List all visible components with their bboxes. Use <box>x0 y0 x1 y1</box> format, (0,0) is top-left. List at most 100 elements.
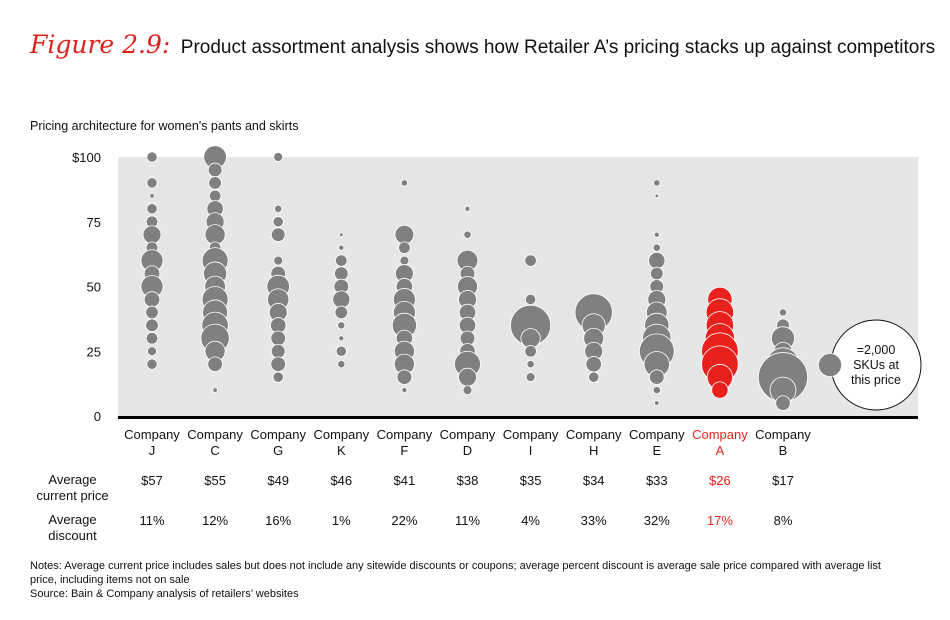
chart-subtitle: Pricing architecture for women's pants a… <box>30 119 299 133</box>
bubble <box>334 305 349 320</box>
company-label: J <box>149 443 156 458</box>
legend-text: =2,000 <box>857 343 896 357</box>
bubble <box>272 371 284 383</box>
bubble-column <box>757 308 809 411</box>
company-labels: CompanyJCompanyCCompanyGCompanyKCompanyF… <box>124 427 811 458</box>
bubble-column <box>140 151 164 370</box>
bubble <box>711 381 729 399</box>
bubble <box>394 224 415 245</box>
avg-price-value: $17 <box>772 473 794 488</box>
bubble <box>270 343 286 359</box>
bubble <box>337 321 346 330</box>
bubble <box>524 345 537 358</box>
bubble <box>146 358 158 370</box>
bubble <box>396 369 413 385</box>
company-label: Company <box>187 427 243 442</box>
avg-discount-value: 17% <box>707 513 733 528</box>
avg-discount-value: 16% <box>265 513 291 528</box>
bubble <box>208 176 222 190</box>
bubble <box>650 266 664 281</box>
legend-bubble <box>818 352 843 377</box>
bubble-column <box>266 152 290 383</box>
avg-discount-row-label: Average discount <box>48 512 97 543</box>
bubble-column <box>510 254 552 383</box>
bubble <box>464 205 471 212</box>
company-label: G <box>273 443 283 458</box>
bubble <box>525 293 537 306</box>
bubble <box>207 162 223 178</box>
bubble <box>272 216 284 228</box>
avg-price-value: $35 <box>520 473 542 488</box>
bubble <box>526 360 535 369</box>
bubble <box>273 255 284 266</box>
bubble <box>585 356 602 373</box>
bubble <box>462 385 473 395</box>
legend-text: SKUs at <box>853 358 899 372</box>
source-note: Source: Bain & Company analysis of retai… <box>30 588 299 600</box>
y-tick-label: 75 <box>87 215 101 230</box>
company-label: H <box>589 443 598 458</box>
bubble <box>338 335 345 342</box>
bubble <box>775 395 791 411</box>
bubble <box>652 243 661 252</box>
legend-text: this price <box>851 373 901 387</box>
y-axis-ticks: $100 75 50 25 0 <box>72 150 101 424</box>
company-label: Company <box>629 427 685 442</box>
avg-discount-value: 11% <box>139 513 164 528</box>
avg-price-value: $46 <box>330 473 352 488</box>
bubble <box>338 244 345 251</box>
company-label: Company <box>377 427 433 442</box>
bubble <box>652 386 661 395</box>
bubble <box>653 179 661 187</box>
avg-discount-value: 11% <box>455 513 480 528</box>
bubble <box>145 332 159 345</box>
company-label: Company <box>440 427 496 442</box>
bubble <box>273 152 284 162</box>
company-label: Company <box>250 427 306 442</box>
bubble <box>270 356 286 372</box>
bubble <box>335 345 347 357</box>
avg-price-value: $49 <box>267 473 289 488</box>
bubble <box>654 400 660 406</box>
bubble <box>147 346 157 357</box>
bubble <box>145 305 159 320</box>
avg-discount-value: 32% <box>644 513 670 528</box>
bubble <box>401 387 408 394</box>
bubble <box>399 255 410 266</box>
bubble <box>145 318 159 333</box>
bubble-column <box>638 179 675 406</box>
company-label: A <box>716 443 725 458</box>
company-label: B <box>779 443 788 458</box>
avg-price-value: $57 <box>141 473 163 488</box>
bubble-column <box>701 286 739 399</box>
avg-discount-values: 11% 12% 16% 1% 22% 11% 4% 33% 32% 17% 8% <box>139 513 792 528</box>
bubble <box>208 189 222 203</box>
bubble <box>524 254 537 267</box>
bubble <box>648 251 666 270</box>
bubble <box>463 230 472 239</box>
bubble <box>335 254 348 267</box>
company-label: Company <box>313 427 369 442</box>
figure-heading: Figure 2.9: Product assortment analysis … <box>30 30 935 59</box>
bubble-column <box>391 179 417 394</box>
bubble <box>146 151 158 163</box>
company-label: Company <box>503 427 559 442</box>
avg-price-row-label: Average current price <box>36 472 109 503</box>
bubble <box>142 225 162 245</box>
bubble <box>398 241 411 254</box>
bubble <box>778 308 788 317</box>
bubble <box>334 266 349 281</box>
figure-label: Figure 2.9: <box>30 30 171 59</box>
company-label: D <box>463 443 472 458</box>
company-label: Company <box>566 427 622 442</box>
bubble <box>270 227 286 242</box>
bubble <box>654 193 660 199</box>
bubble-column <box>200 145 230 393</box>
company-label: K <box>337 443 346 458</box>
avg-discount-value: 8% <box>774 513 793 528</box>
company-label: C <box>210 443 219 458</box>
company-label: Company <box>692 427 748 442</box>
bubble <box>149 193 155 199</box>
